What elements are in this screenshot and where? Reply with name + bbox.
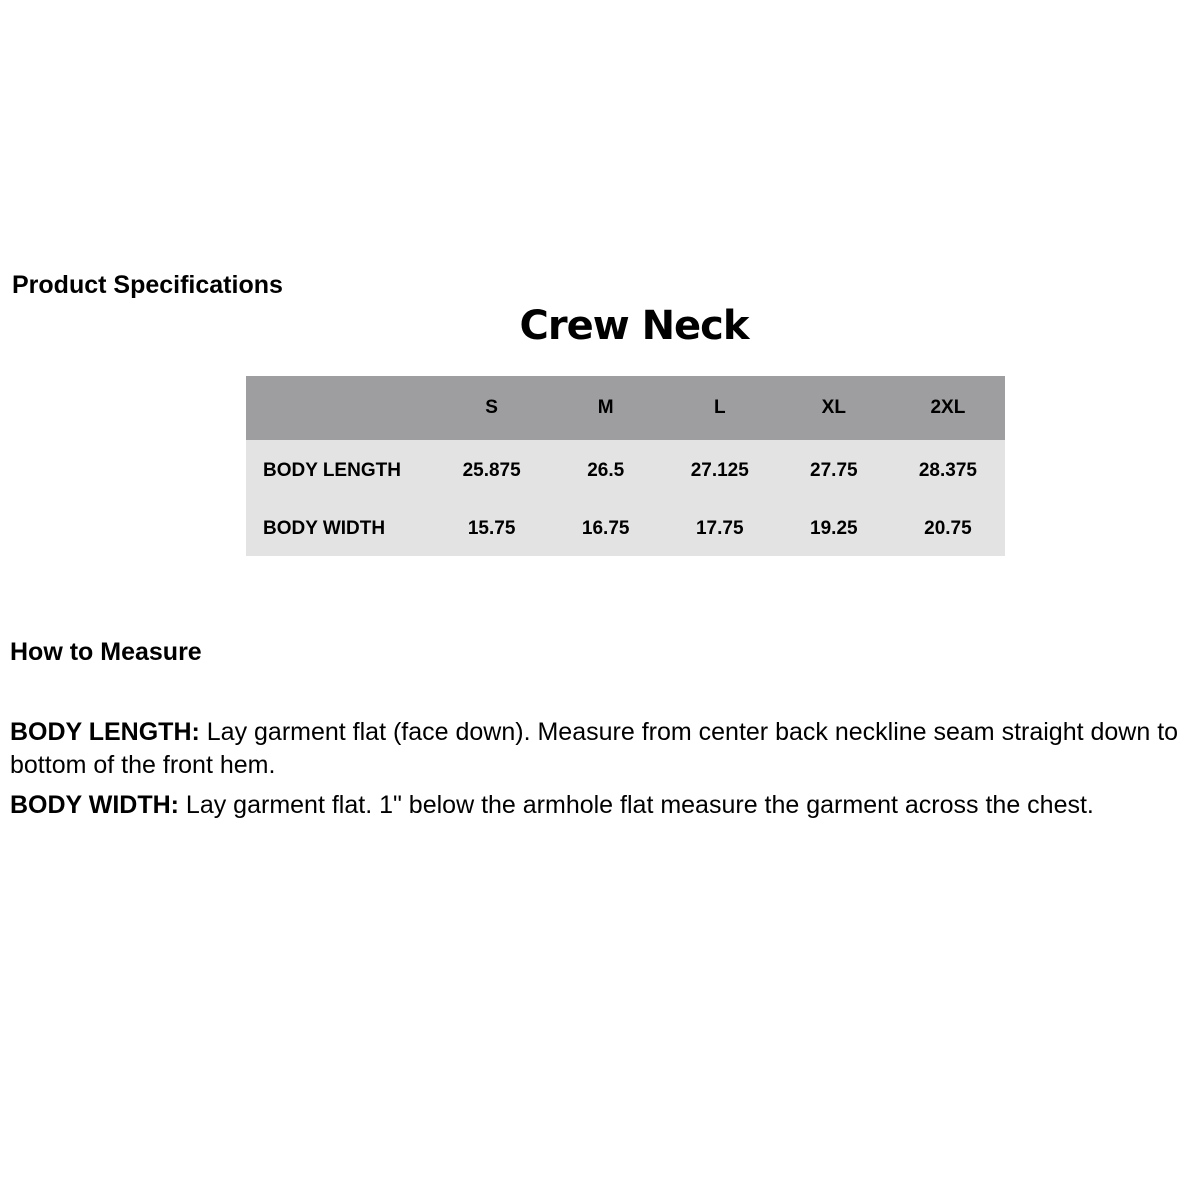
- empty-header-cell: [246, 376, 435, 440]
- table-cell: 20.75: [924, 518, 972, 539]
- table-row-body-length: BODY LENGTH 25.875 26.5 27.125 27.75 28.…: [246, 440, 1005, 502]
- body-length-instruction: BODY LENGTH: Lay garment flat (face down…: [10, 716, 1200, 782]
- table-cell: 28.375: [918, 460, 977, 481]
- size-header-m: M: [597, 397, 614, 418]
- size-header-s: S: [485, 397, 498, 418]
- table-cell: 17.75: [695, 518, 744, 539]
- table-cell: 26.5: [587, 460, 625, 481]
- size-header-xl: XL: [821, 397, 846, 418]
- how-to-measure-heading: How to Measure: [10, 638, 202, 666]
- instruction-text: Lay garment flat (face down). Measure fr…: [10, 718, 1179, 779]
- table-row-body-width: BODY WIDTH 15.75 16.75 17.75 19.25 20.75: [246, 502, 1005, 556]
- instruction-term: BODY WIDTH:: [10, 791, 179, 819]
- table-cell: 16.75: [581, 518, 630, 539]
- size-chart-table: S M L XL 2XL BODY LENGTH 25.875 26.5 27.…: [246, 376, 1005, 556]
- table-cell: 15.75: [467, 518, 516, 539]
- table-cell: 27.125: [690, 460, 749, 481]
- table-cell: 19.25: [810, 518, 858, 539]
- table-cell: 27.75: [810, 460, 858, 481]
- row-label: BODY LENGTH: [263, 460, 401, 481]
- size-header-row: S M L XL 2XL: [246, 376, 1005, 440]
- size-header-2xl: 2XL: [930, 397, 966, 418]
- size-header-l: L: [713, 397, 726, 418]
- row-label: BODY WIDTH: [263, 518, 386, 539]
- table-cell: 25.875: [462, 460, 521, 481]
- body-width-instruction: BODY WIDTH: Lay garment flat. 1" below t…: [10, 789, 1200, 822]
- product-specifications-heading: Product Specifications: [12, 271, 283, 299]
- table-title: Crew Neck: [519, 303, 749, 349]
- instruction-text: Lay garment flat. 1" below the armhole f…: [178, 791, 1094, 819]
- instruction-term: BODY LENGTH:: [10, 718, 200, 746]
